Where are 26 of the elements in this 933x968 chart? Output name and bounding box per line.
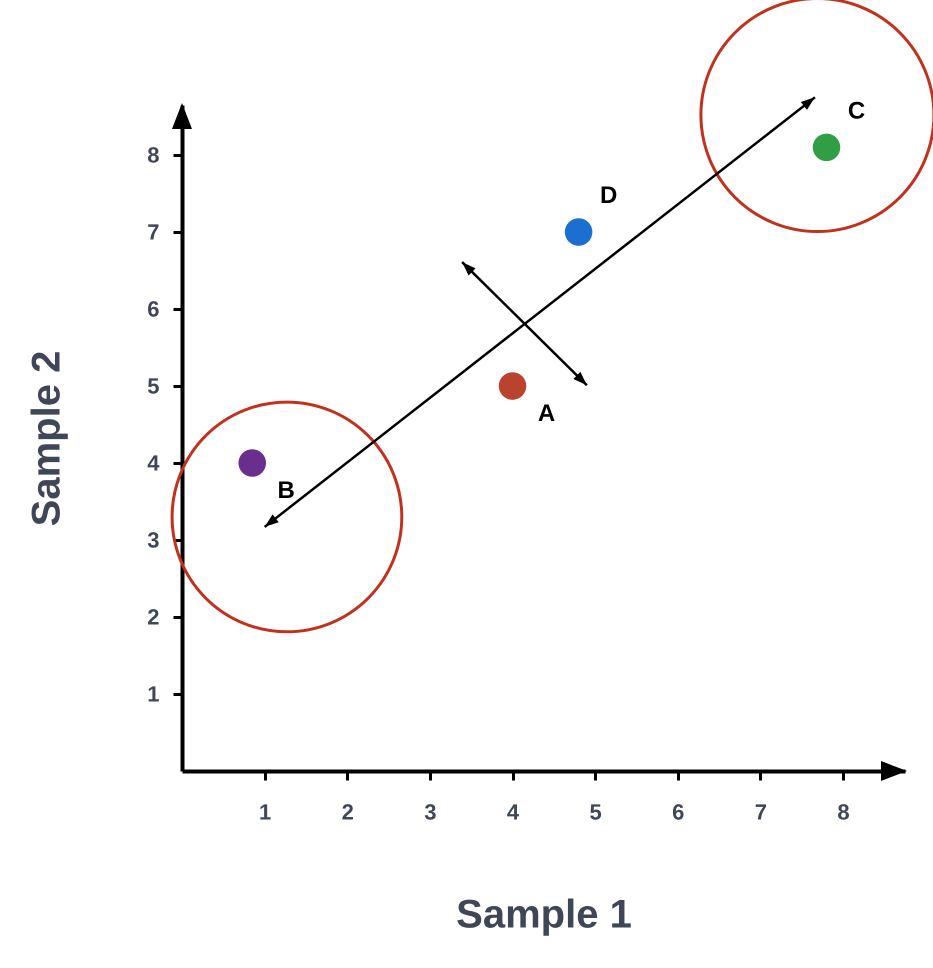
x-tick-label: 4 — [506, 800, 520, 824]
x-tick-label: 8 — [837, 800, 850, 824]
x-tick-label: 2 — [342, 800, 354, 824]
y-tick-label: 8 — [147, 142, 160, 168]
point — [238, 449, 266, 477]
y-axis-title: Sample 2 — [24, 350, 68, 526]
series-label: B — [278, 477, 295, 504]
point — [564, 218, 592, 246]
x-tick-label: 5 — [590, 800, 602, 824]
x-tick-label: 1 — [259, 800, 272, 824]
x-tick-label: 6 — [672, 800, 684, 824]
series-label: A — [538, 400, 556, 428]
y-tick-label: 4 — [147, 450, 160, 476]
point — [812, 134, 840, 162]
series-label: C — [848, 97, 866, 124]
y-tick-label: 3 — [147, 528, 160, 553]
y-tick-label: 5 — [147, 374, 160, 399]
y-tick-label: 2 — [147, 604, 160, 630]
x-tick-label: 3 — [424, 800, 437, 824]
point — [498, 372, 526, 400]
x-tick-label: 7 — [754, 800, 768, 824]
y-tick-label: 6 — [147, 296, 160, 322]
y-tick-label: 1 — [147, 682, 160, 707]
y-tick-label: 7 — [147, 220, 160, 245]
series-label: D — [600, 182, 618, 210]
x-axis-title: Sample 1 — [456, 892, 632, 936]
